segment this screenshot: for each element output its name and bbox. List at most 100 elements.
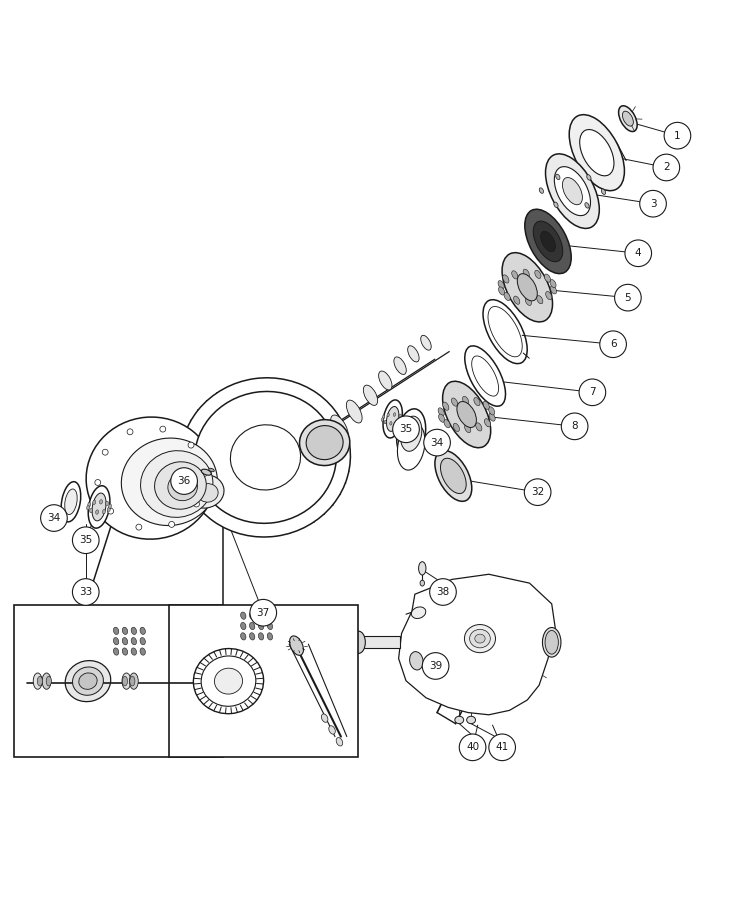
Ellipse shape — [562, 177, 582, 204]
Ellipse shape — [465, 625, 496, 652]
Circle shape — [653, 154, 679, 181]
Ellipse shape — [499, 287, 505, 295]
Ellipse shape — [451, 398, 458, 406]
Ellipse shape — [545, 292, 552, 300]
Ellipse shape — [382, 418, 384, 421]
Ellipse shape — [127, 429, 133, 435]
Bar — [14, 606, 222, 757]
Ellipse shape — [193, 649, 264, 714]
Ellipse shape — [259, 623, 264, 630]
Ellipse shape — [79, 673, 97, 689]
Bar — [170, 606, 358, 757]
Ellipse shape — [551, 286, 556, 294]
Ellipse shape — [230, 425, 301, 490]
Ellipse shape — [502, 274, 509, 284]
Ellipse shape — [399, 414, 402, 418]
Ellipse shape — [536, 295, 543, 304]
Ellipse shape — [214, 668, 242, 694]
Ellipse shape — [62, 482, 81, 522]
Ellipse shape — [250, 623, 255, 630]
Ellipse shape — [514, 296, 519, 304]
Text: 35: 35 — [399, 424, 413, 435]
Circle shape — [562, 413, 588, 439]
Ellipse shape — [65, 661, 110, 702]
Circle shape — [73, 526, 99, 554]
Ellipse shape — [485, 418, 491, 427]
Ellipse shape — [107, 508, 113, 514]
Ellipse shape — [421, 336, 431, 350]
Ellipse shape — [268, 612, 273, 619]
Ellipse shape — [33, 673, 42, 689]
Ellipse shape — [259, 612, 264, 619]
Circle shape — [579, 379, 605, 406]
Ellipse shape — [396, 409, 425, 459]
Ellipse shape — [322, 714, 328, 723]
Ellipse shape — [440, 458, 466, 493]
Text: 1: 1 — [674, 130, 681, 140]
Ellipse shape — [387, 407, 399, 431]
Circle shape — [41, 505, 67, 531]
Ellipse shape — [250, 612, 255, 619]
Ellipse shape — [169, 521, 175, 527]
Ellipse shape — [259, 633, 264, 640]
Ellipse shape — [168, 473, 197, 500]
Bar — [356, 636, 400, 648]
Ellipse shape — [622, 112, 634, 126]
Ellipse shape — [539, 188, 543, 194]
Ellipse shape — [476, 423, 482, 431]
Ellipse shape — [525, 297, 531, 305]
Ellipse shape — [439, 414, 445, 422]
Polygon shape — [399, 574, 556, 715]
Ellipse shape — [92, 493, 106, 521]
Ellipse shape — [122, 627, 127, 634]
Ellipse shape — [130, 676, 135, 686]
Ellipse shape — [411, 607, 426, 618]
Ellipse shape — [64, 489, 77, 515]
Ellipse shape — [42, 673, 51, 689]
Ellipse shape — [131, 627, 136, 634]
Ellipse shape — [329, 725, 336, 734]
Ellipse shape — [96, 509, 99, 514]
Ellipse shape — [525, 209, 571, 274]
Ellipse shape — [241, 633, 246, 640]
Circle shape — [424, 429, 451, 456]
Ellipse shape — [396, 421, 399, 425]
Ellipse shape — [160, 426, 166, 432]
Ellipse shape — [140, 627, 145, 634]
Ellipse shape — [390, 421, 392, 425]
Text: 7: 7 — [589, 387, 596, 397]
Ellipse shape — [73, 667, 104, 696]
Circle shape — [525, 479, 551, 506]
Ellipse shape — [379, 371, 392, 390]
Ellipse shape — [346, 400, 362, 423]
Circle shape — [639, 191, 666, 217]
Text: 38: 38 — [436, 587, 450, 597]
Ellipse shape — [122, 648, 127, 655]
Text: 8: 8 — [571, 421, 578, 431]
Ellipse shape — [181, 378, 350, 537]
Ellipse shape — [363, 385, 378, 405]
Ellipse shape — [122, 637, 127, 644]
Ellipse shape — [90, 508, 93, 513]
Ellipse shape — [455, 716, 464, 724]
Ellipse shape — [523, 269, 529, 277]
Ellipse shape — [268, 623, 273, 630]
Text: 34: 34 — [431, 437, 444, 447]
Ellipse shape — [554, 166, 591, 216]
Ellipse shape — [467, 716, 476, 724]
Ellipse shape — [113, 637, 119, 644]
Ellipse shape — [88, 486, 110, 528]
Ellipse shape — [37, 676, 42, 686]
Ellipse shape — [408, 346, 419, 362]
Ellipse shape — [534, 221, 562, 262]
Ellipse shape — [131, 648, 136, 655]
Ellipse shape — [131, 637, 136, 644]
Ellipse shape — [382, 415, 385, 419]
Ellipse shape — [113, 648, 119, 655]
Ellipse shape — [498, 281, 504, 289]
Text: 40: 40 — [466, 742, 479, 752]
Ellipse shape — [442, 402, 449, 410]
Ellipse shape — [438, 408, 445, 416]
Text: 4: 4 — [635, 248, 642, 258]
Ellipse shape — [462, 396, 469, 405]
